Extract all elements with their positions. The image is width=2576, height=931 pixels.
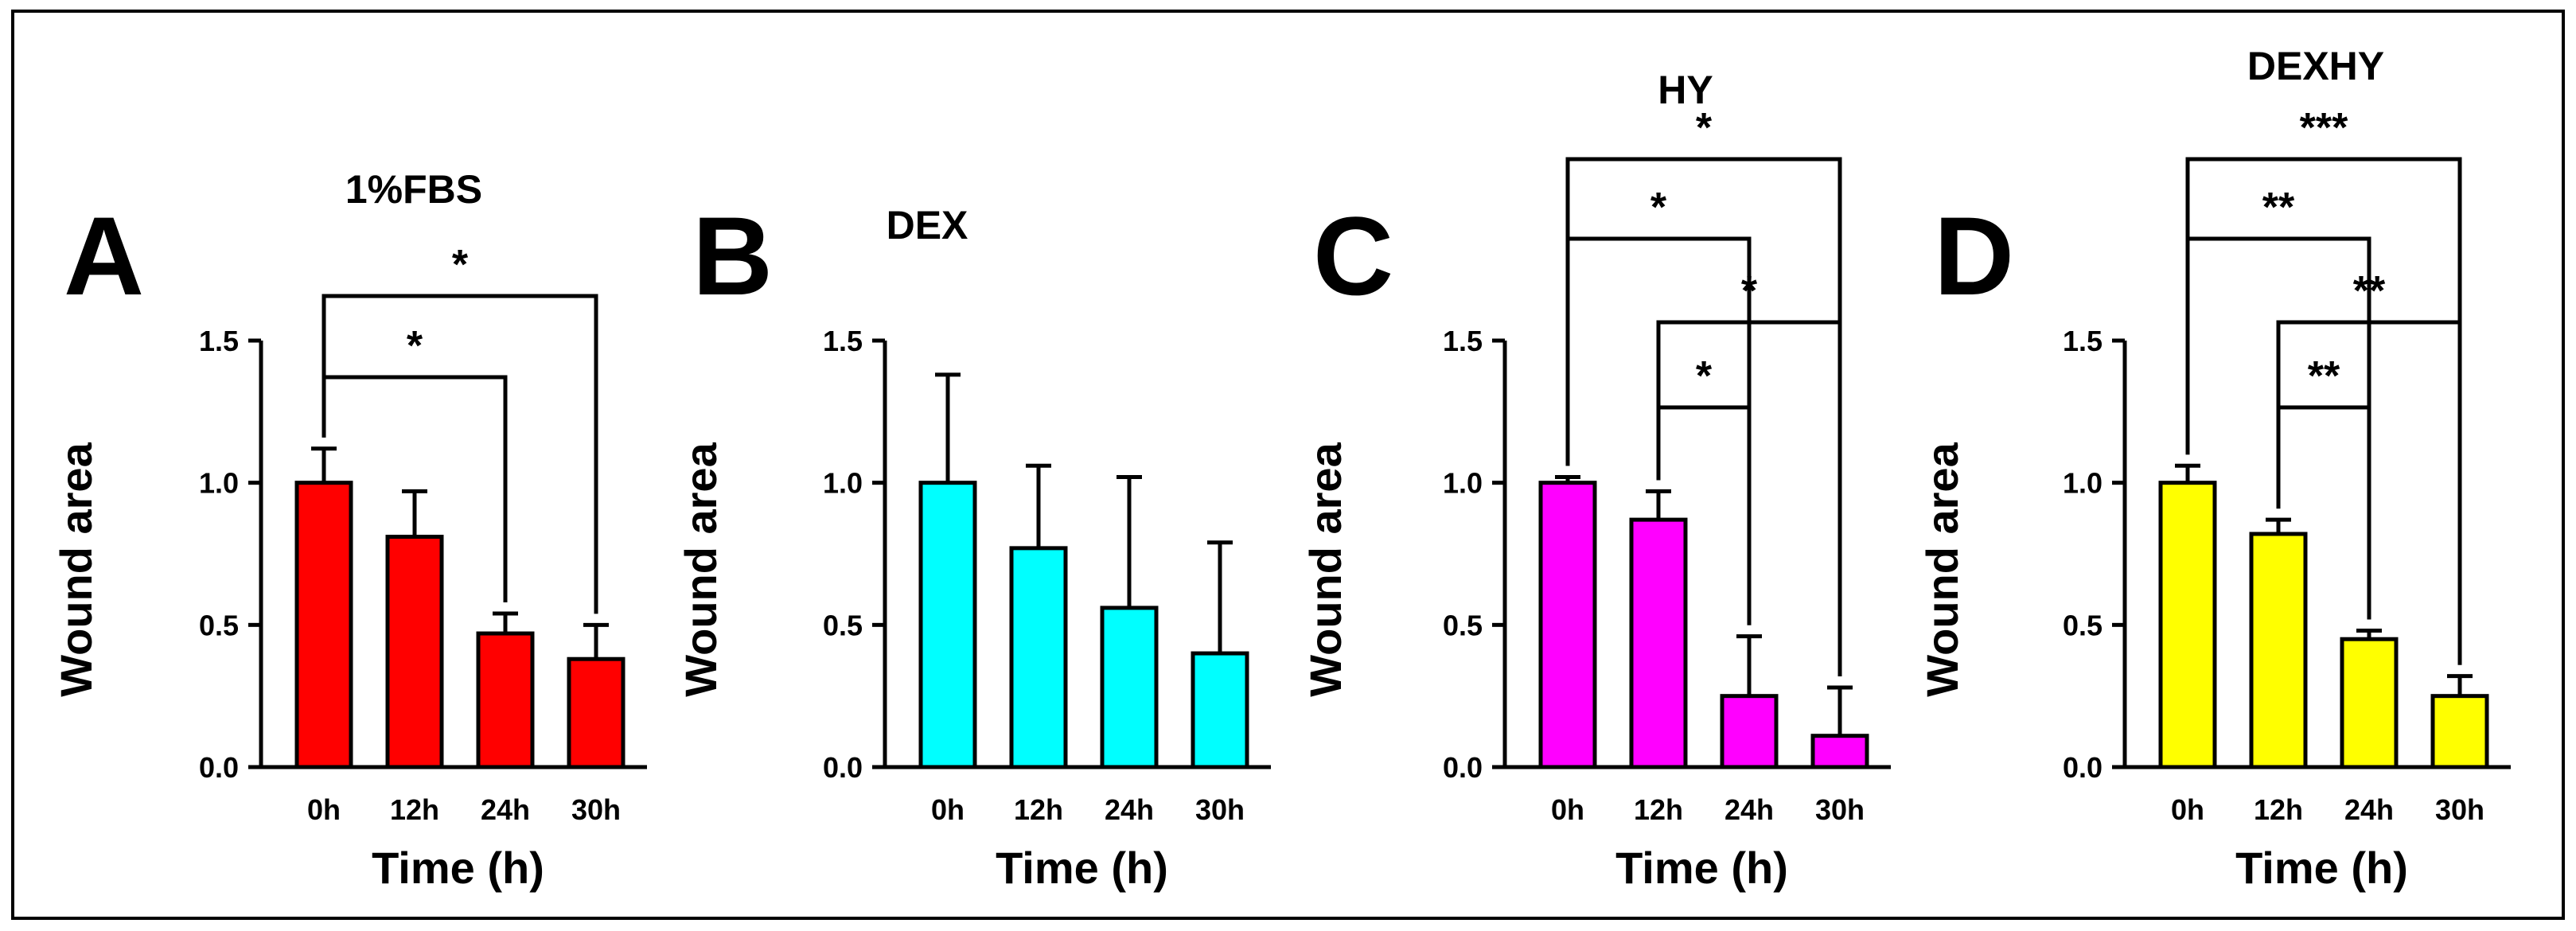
bar — [476, 631, 535, 769]
y-tick-label: 0.5 — [823, 609, 863, 641]
y-tick-label: 1.5 — [1443, 325, 1483, 357]
x-tick-label: 0h — [2171, 793, 2204, 826]
significance-bracket — [2276, 405, 2371, 620]
x-tick-label: 24h — [1724, 793, 1774, 826]
significance-label: *** — [2300, 105, 2348, 151]
significance-label: * — [452, 242, 469, 288]
x-tick-label: 30h — [1195, 793, 1245, 826]
x-tick-label: 12h — [1014, 793, 1063, 826]
y-tick-label: 0.0 — [1443, 751, 1483, 784]
x-tick-label: 30h — [1815, 793, 1865, 826]
bar — [567, 656, 625, 769]
panel-letter: A — [64, 193, 144, 318]
bar — [385, 535, 444, 769]
chart-title: HY — [1658, 68, 1713, 112]
significance-label: * — [1650, 185, 1667, 231]
panel-c: C HY 0.0 0.5 1.0 1.5 Wound area Time (h) 0h 12h 24… — [1300, 68, 1891, 893]
bar — [1720, 694, 1779, 769]
panel-a: A 1%FBS 0.0 0.5 1.0 1.5 Wound area Time (h) 0h 12… — [51, 167, 647, 893]
chart-title: 1%FBS — [345, 167, 482, 212]
x-tick-label: 24h — [481, 793, 530, 826]
significance-label: * — [1696, 105, 1713, 151]
panel-letter: D — [1934, 193, 2014, 318]
x-tick-label: 0h — [1551, 793, 1584, 826]
x-axis-label: Time (h) — [1615, 843, 1788, 893]
panel-b: B DEX 0.0 0.5 1.0 1.5 Wound area Time (h) 0h 12h 2… — [676, 193, 1271, 893]
significance-label: ** — [2262, 185, 2295, 231]
y-tick-label: 0.0 — [199, 751, 239, 784]
bar — [2249, 532, 2308, 769]
significance-label: * — [407, 323, 423, 369]
x-tick-label: 0h — [931, 793, 965, 826]
bar — [2158, 481, 2217, 769]
x-axis-label: Time (h) — [2235, 843, 2408, 893]
y-tick-label: 1.5 — [199, 325, 239, 357]
chart-title: DEXHY — [2247, 44, 2384, 88]
x-tick-label: 24h — [1105, 793, 1154, 826]
y-tick-label: 1.0 — [1443, 467, 1483, 500]
x-axis-label: Time (h) — [372, 843, 544, 893]
y-axis-label: Wound area — [51, 442, 101, 696]
significance-bracket — [322, 375, 508, 603]
y-tick-label: 1.0 — [2063, 467, 2102, 500]
bar — [294, 481, 353, 769]
bar — [1009, 546, 1068, 769]
bar — [918, 481, 977, 769]
y-tick-label: 1.5 — [823, 325, 863, 357]
y-tick-label: 1.5 — [2063, 325, 2102, 357]
significance-bracket — [322, 294, 598, 614]
x-tick-label: 12h — [2254, 793, 2303, 826]
x-tick-label: 12h — [390, 793, 439, 826]
x-tick-label: 12h — [1634, 793, 1683, 826]
bar — [2430, 694, 2489, 769]
bar — [1629, 517, 1688, 769]
x-tick-label: 30h — [571, 793, 621, 826]
y-tick-label: 0.0 — [823, 751, 863, 784]
bar — [1538, 481, 1597, 769]
x-tick-label: 24h — [2344, 793, 2394, 826]
significance-label: * — [1696, 353, 1713, 399]
panel-letter: B — [692, 193, 773, 318]
bar — [1191, 651, 1249, 769]
bar — [1100, 606, 1159, 769]
y-axis-label: Wound area — [1300, 442, 1350, 696]
y-tick-label: 0.5 — [2063, 609, 2102, 641]
significance-label: ** — [2308, 353, 2340, 399]
bar — [1810, 734, 1869, 769]
y-tick-label: 0.5 — [199, 609, 239, 641]
y-axis-label: Wound area — [1917, 442, 1967, 696]
chart-title: DEX — [887, 203, 968, 247]
y-axis-label: Wound area — [676, 442, 726, 696]
significance-bracket — [1656, 405, 1752, 625]
y-tick-label: 0.5 — [1443, 609, 1483, 641]
x-tick-label: 0h — [307, 793, 341, 826]
x-tick-label: 30h — [2435, 793, 2484, 826]
panel-letter: C — [1313, 193, 1393, 318]
x-axis-label: Time (h) — [996, 843, 1168, 893]
bar — [2340, 637, 2399, 769]
y-tick-label: 0.0 — [2063, 751, 2102, 784]
y-tick-label: 1.0 — [199, 467, 239, 500]
y-tick-label: 1.0 — [823, 467, 863, 500]
panel-d: D DEXHY 0.0 0.5 1.0 1.5 Wound area Time (h) 0h 12… — [1917, 44, 2511, 893]
